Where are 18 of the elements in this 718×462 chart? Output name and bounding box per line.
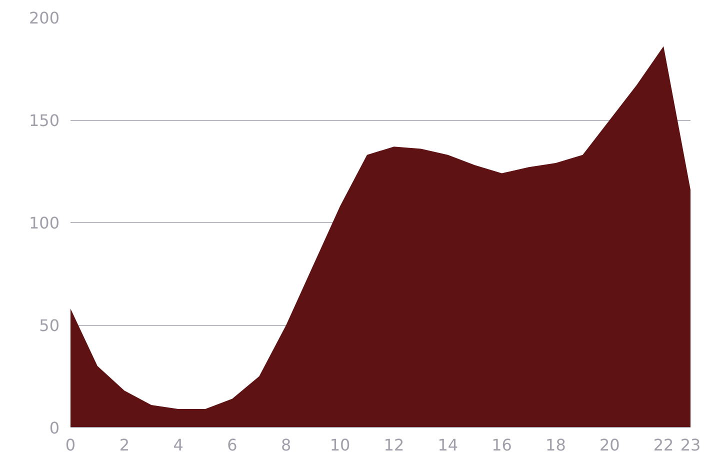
x-tick-label: 20	[599, 436, 620, 454]
x-tick-label: 22	[653, 436, 674, 454]
y-tick-label: 200	[28, 8, 60, 28]
y-tick-label: 100	[28, 214, 60, 232]
x-tick-label: 8	[281, 436, 292, 454]
x-tick-label: 4	[173, 436, 184, 454]
x-tick-label: 6	[227, 436, 238, 454]
x-tick-label: 12	[384, 436, 404, 454]
x-tick-label: 14	[438, 436, 458, 454]
x-tick-label: 16	[492, 436, 512, 454]
x-tick-label: 2	[119, 436, 130, 454]
x-tick-label: 0	[65, 436, 76, 454]
x-tick-label: 23	[680, 436, 701, 454]
x-tick-label: 10	[330, 436, 350, 454]
x-tick-label: 18	[546, 436, 566, 454]
y-tick-label: 150	[28, 111, 60, 130]
y-tick-label: 0	[49, 418, 60, 438]
y-tick-label: 50	[39, 316, 60, 335]
